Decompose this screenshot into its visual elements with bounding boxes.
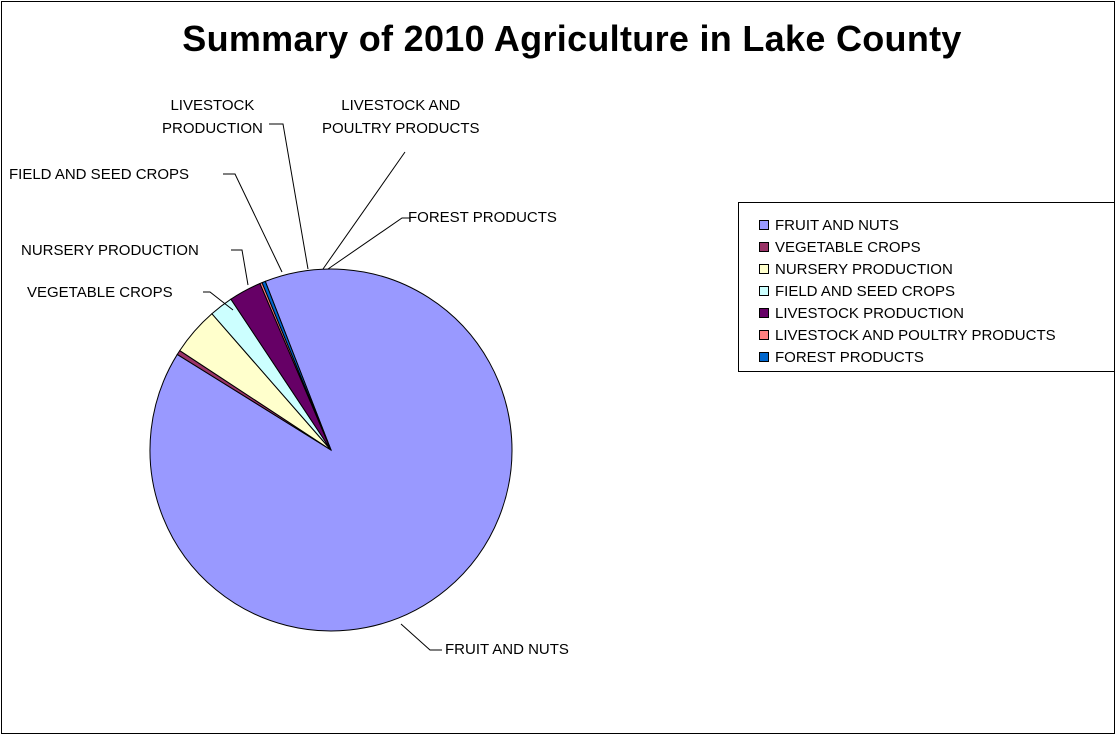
legend-label: FIELD AND SEED CROPS [775,282,956,300]
legend-item-forest-products: FOREST PRODUCTS [759,346,1114,368]
chart-legend: FRUIT AND NUTS VEGETABLE CROPS NURSERY P… [738,202,1114,372]
legend-label: VEGETABLE CROPS [775,238,921,256]
legend-item-vegetable-crops: VEGETABLE CROPS [759,236,1114,258]
legend-label: NURSERY PRODUCTION [775,260,953,278]
legend-swatch [759,242,769,252]
legend-swatch [759,308,769,318]
callout-field-and-seed-crops: FIELD AND SEED CROPS [9,166,190,183]
legend-item-livestock-and-poultry: LIVESTOCK AND POULTRY PRODUCTS [759,324,1114,346]
legend-item-field-and-seed-crops: FIELD AND SEED CROPS [759,280,1114,302]
leader-line-fruit-and-nuts [400,623,442,651]
leader-line-livestock-and-poultry [322,151,406,270]
callout-nursery-production: NURSERY PRODUCTION [21,242,199,259]
leader-line-field-and-seed-crops [223,173,283,273]
legend-item-nursery-production: NURSERY PRODUCTION [759,258,1114,280]
legend-label: FOREST PRODUCTS [775,348,924,366]
callout-fruit-and-nuts: FRUIT AND NUTS [445,641,569,658]
legend-item-livestock-production: LIVESTOCK PRODUCTION [759,302,1114,324]
legend-swatch [759,220,769,230]
leader-line-vegetable-crops [203,291,234,311]
legend-swatch [759,286,769,296]
pie-slice-forest-products [261,280,332,451]
legend-swatch [759,264,769,274]
callout-livestock-production: LIVESTOCK PRODUCTION [162,97,263,137]
leader-line-forest-products [327,217,410,270]
callout-forest-products: FOREST PRODUCTS [408,209,557,226]
legend-label: FRUIT AND NUTS [775,216,899,234]
legend-item-fruit-and-nuts: FRUIT AND NUTS [759,214,1114,236]
legend-swatch [759,352,769,362]
pie-slice-fruit-and-nuts [149,268,513,632]
leader-line-livestock-production [269,123,309,270]
legend-label: LIVESTOCK PRODUCTION [775,304,964,322]
callout-livestock-and-poultry: LIVESTOCK AND POULTRY PRODUCTS [322,97,480,137]
leader-line-nursery-production [231,249,249,286]
callout-vegetable-crops: VEGETABLE CROPS [27,284,173,301]
legend-label: LIVESTOCK AND POULTRY PRODUCTS [775,326,1056,344]
chart-title: Summary of 2010 Agriculture in Lake Coun… [182,18,962,59]
legend-swatch [759,330,769,340]
